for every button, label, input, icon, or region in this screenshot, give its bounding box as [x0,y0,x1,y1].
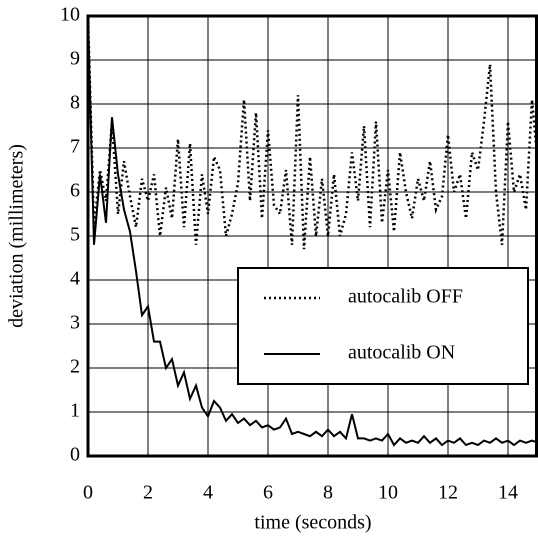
x-axis-label: time (seconds) [254,512,371,534]
x-tick-label: 2 [143,482,153,504]
y-tick-label: 1 [70,400,80,422]
y-tick-label: 5 [70,224,80,246]
y-axis-label: deviation (millimeters) [6,144,28,328]
plot-frame [86,14,538,458]
x-tick-label: 0 [83,482,93,504]
x-tick-label: 8 [323,482,333,504]
x-tick-label: 14 [498,482,518,504]
x-tick-label: 12 [438,482,458,504]
data-line [88,16,538,250]
y-tick-label: 2 [70,356,80,378]
y-tick-label: 4 [70,268,80,290]
legend-box [237,267,529,385]
y-tick-label: 10 [60,4,80,26]
y-tick-label: 6 [70,180,80,202]
y-tick-label: 9 [70,48,80,70]
x-tick-label: 10 [378,482,398,504]
y-tick-label: 0 [70,444,80,466]
data-line [88,16,538,447]
x-tick-label: 6 [263,482,273,504]
legend-label: autocalib ON [348,342,455,364]
y-tick-label: 8 [70,92,80,114]
y-tick-label: 7 [70,136,80,158]
legend-label: autocalib OFF [348,286,463,308]
y-tick-label: 3 [70,312,80,334]
x-tick-label: 4 [203,482,213,504]
